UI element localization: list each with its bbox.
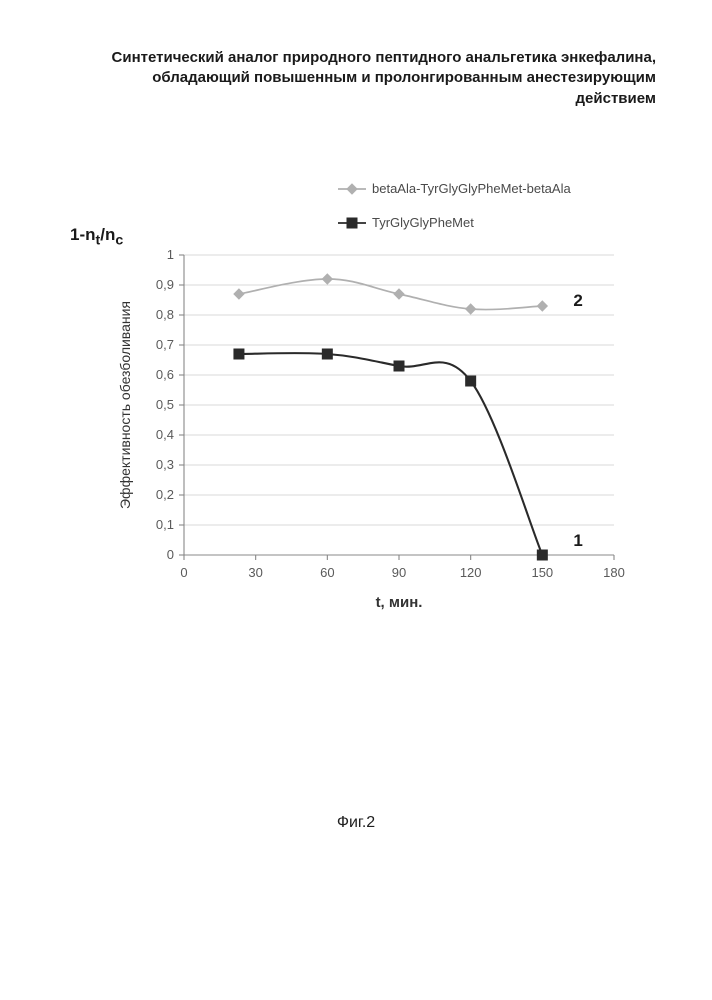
page: Синтетический аналог природного пептидно… — [0, 0, 712, 1000]
svg-text:t, мин.: t, мин. — [376, 594, 423, 611]
svg-text:0,5: 0,5 — [156, 397, 174, 412]
svg-text:0,6: 0,6 — [156, 367, 174, 382]
y-axis-title: 1-nt/nc — [70, 225, 123, 248]
svg-text:TyrGlyGlyPheMet: TyrGlyGlyPheMet — [372, 215, 474, 230]
svg-text:betaAla-TyrGlyGlyPheMet-betaAl: betaAla-TyrGlyGlyPheMet-betaAla — [372, 181, 571, 196]
chart-svg: 0 30 60 90 120 150 180 0 0,1 0,2 0,3 0,4 0,5 0,6 0,7 0,… — [78, 193, 638, 623]
document-title: Синтетический аналог природного пептидно… — [56, 48, 656, 109]
svg-text:0,2: 0,2 — [156, 487, 174, 502]
title-line-2: действием — [56, 89, 656, 109]
title-line-0: Синтетический аналог природного пептидно… — [56, 48, 656, 68]
svg-text:60: 60 — [320, 565, 334, 580]
svg-text:120: 120 — [460, 565, 482, 580]
svg-text:0: 0 — [167, 547, 174, 562]
svg-text:180: 180 — [603, 565, 625, 580]
svg-text:0,7: 0,7 — [156, 337, 174, 352]
svg-text:0,9: 0,9 — [156, 277, 174, 292]
y-title-sep: /n — [100, 225, 115, 244]
svg-text:1: 1 — [167, 247, 174, 262]
figure-caption: Фиг.2 — [0, 814, 712, 832]
svg-text:0,3: 0,3 — [156, 457, 174, 472]
svg-text:2: 2 — [573, 291, 582, 310]
y-title-base: 1-n — [70, 225, 96, 244]
svg-text:30: 30 — [248, 565, 262, 580]
svg-text:0: 0 — [180, 565, 187, 580]
svg-text:0,4: 0,4 — [156, 427, 174, 442]
svg-text:0,1: 0,1 — [156, 517, 174, 532]
svg-text:Эффективность обезболивания: Эффективность обезболивания — [117, 301, 133, 509]
svg-text:90: 90 — [392, 565, 406, 580]
svg-text:1: 1 — [573, 531, 582, 550]
svg-text:150: 150 — [531, 565, 553, 580]
title-line-1: обладающий повышенным и пролонгированным… — [56, 68, 656, 88]
efficacy-chart: 1-nt/nc 030609012015018000,10,20,30,40,5… — [78, 193, 638, 623]
y-title-sub2: c — [115, 232, 123, 248]
svg-text:0,8: 0,8 — [156, 307, 174, 322]
